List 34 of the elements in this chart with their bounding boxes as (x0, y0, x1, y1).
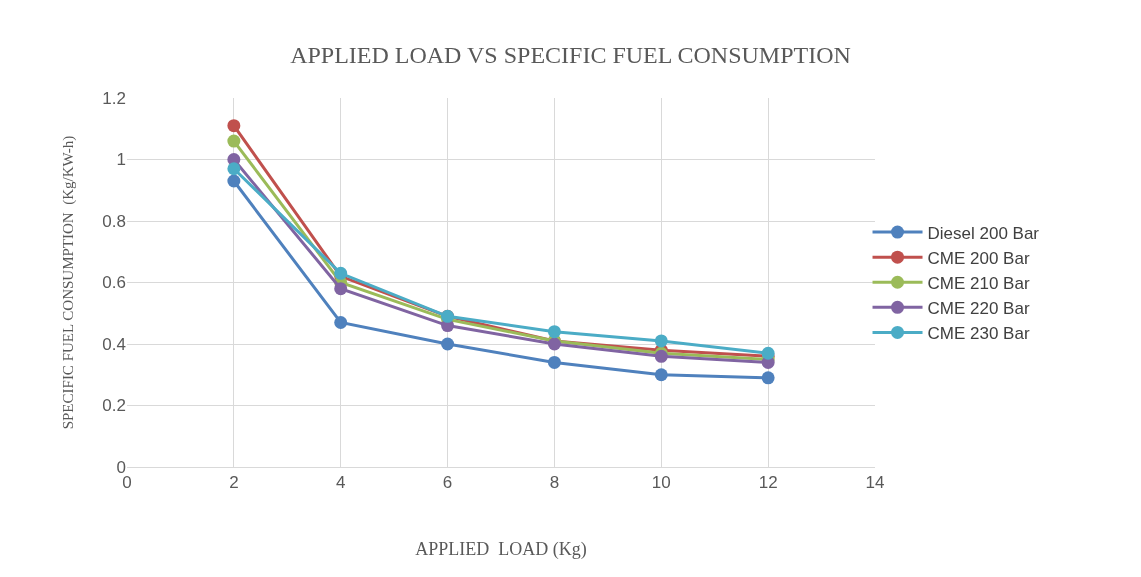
legend-label: Diesel 200 Bar (927, 223, 1040, 243)
point (441, 337, 455, 351)
point (334, 315, 348, 329)
point (227, 134, 241, 148)
chart-title: APPLIED LOAD VS SPECIFIC FUEL CONSUMPTION (290, 41, 851, 68)
legend-label: CME 230 Bar (927, 324, 1030, 344)
y-tick-label: 0 (116, 457, 126, 477)
y-axis-title: SPECIFIC FUEL CONSUMPTION (Kg/KW-h) (59, 135, 77, 430)
y-tick-label: 0.8 (102, 211, 126, 231)
point (654, 368, 668, 382)
point (547, 355, 561, 369)
point (227, 162, 241, 176)
point (547, 325, 561, 339)
point (334, 282, 348, 296)
y-tick-label: 1 (116, 150, 126, 170)
point (227, 174, 241, 188)
x-tick-label: 8 (549, 473, 560, 493)
x-tick-label: 6 (442, 473, 453, 493)
legend-label: CME 200 Bar (927, 248, 1030, 268)
x-tick-label: 2 (229, 473, 239, 493)
x-axis-title: APPLIED LOAD (Kg) (415, 538, 587, 560)
x-tick-label: 14 (865, 473, 885, 493)
legend-label: CME 220 Bar (927, 298, 1030, 318)
point (654, 334, 668, 348)
y-tick-label: 0.2 (102, 396, 126, 416)
y-tick-label: 0.4 (102, 334, 126, 354)
x-tick-label: 10 (651, 473, 671, 493)
legend-label: CME 210 Bar (927, 273, 1030, 293)
point (761, 371, 775, 385)
y-tick-label: 0.6 (102, 273, 126, 293)
point (227, 119, 241, 133)
x-tick-label: 12 (758, 473, 778, 493)
x-tick-label: 4 (335, 473, 346, 493)
y-tick-label: 1.2 (102, 88, 126, 108)
